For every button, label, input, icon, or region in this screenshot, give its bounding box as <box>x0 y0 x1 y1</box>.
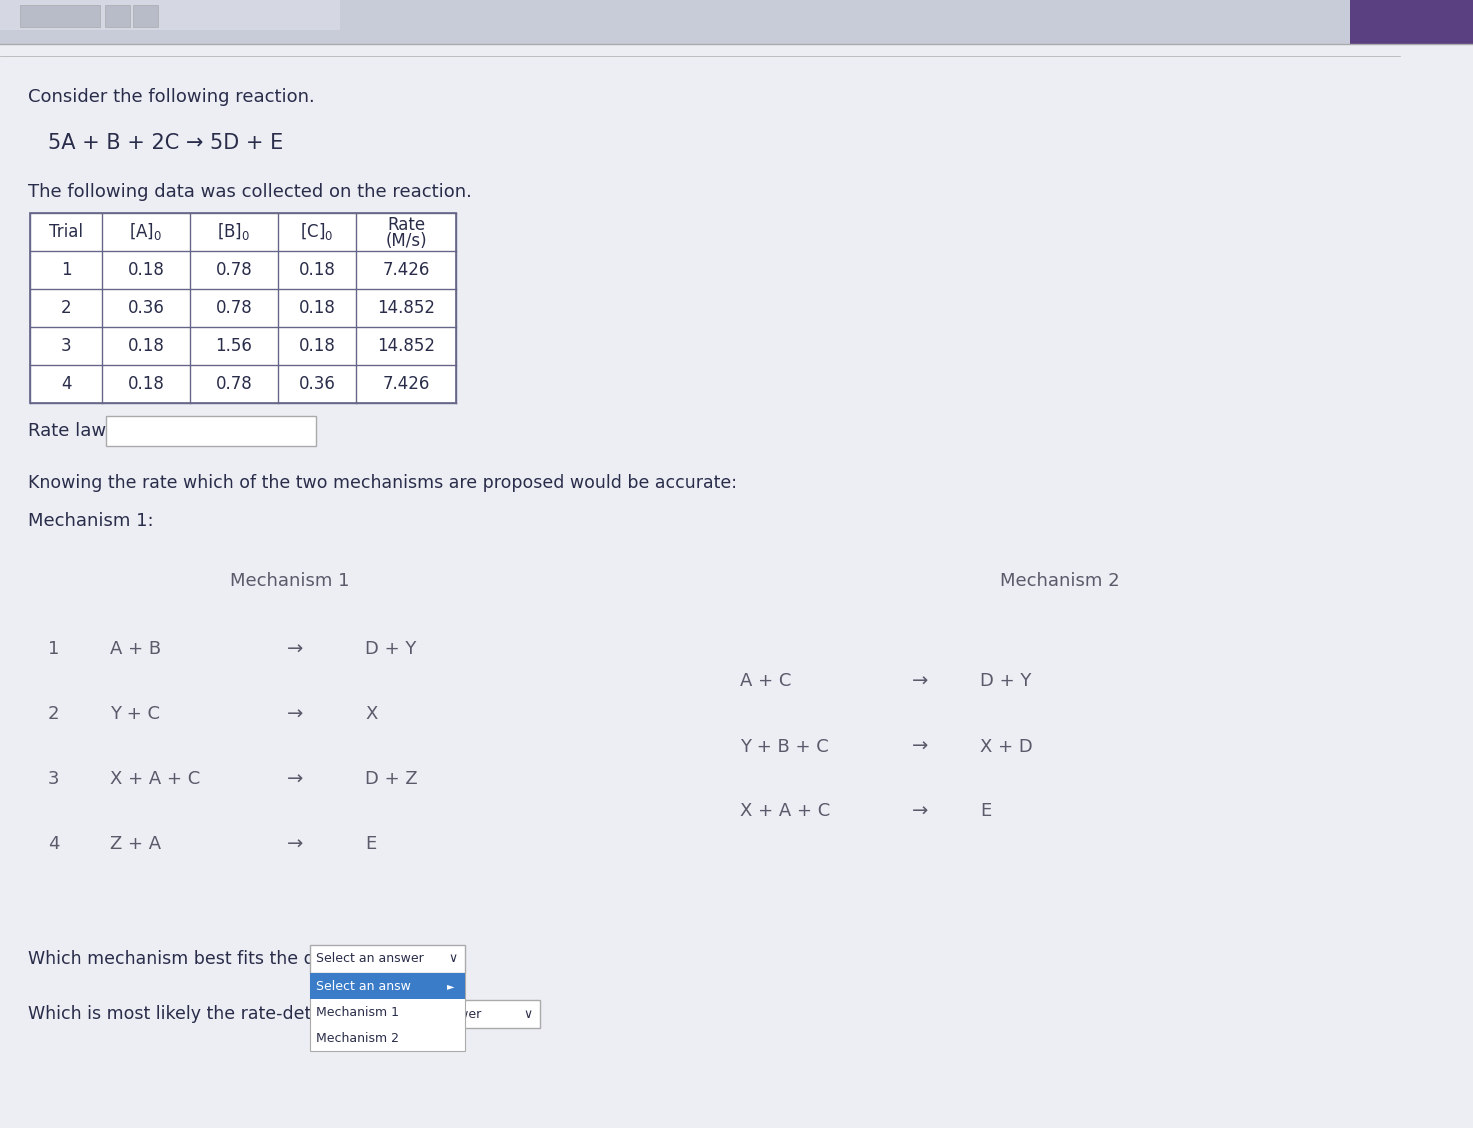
Bar <box>309 973 465 999</box>
Text: Trial: Trial <box>49 223 82 241</box>
Text: Select an answer: Select an answer <box>317 952 424 966</box>
Text: The following data was collected on the reaction.: The following data was collected on the … <box>28 183 471 201</box>
Text: Knowing the rate which of the two mechanisms are proposed would be accurate:: Knowing the rate which of the two mechan… <box>28 474 736 492</box>
Text: Mechanism 1: Mechanism 1 <box>230 572 349 590</box>
Text: X + D: X + D <box>980 738 1033 756</box>
Text: Mechanism 1:: Mechanism 1: <box>28 512 153 530</box>
Bar <box>105 5 130 27</box>
Text: Y + B + C: Y + B + C <box>739 738 829 756</box>
Text: 4: 4 <box>49 835 59 853</box>
Text: 0.18: 0.18 <box>299 337 336 355</box>
Text: 1: 1 <box>49 640 59 658</box>
Text: A + B: A + B <box>110 640 161 658</box>
Text: Mechanism 2: Mechanism 2 <box>1000 572 1119 590</box>
Text: D + Y: D + Y <box>980 672 1031 690</box>
Text: D + Z: D + Z <box>365 770 418 788</box>
Text: 3: 3 <box>49 770 59 788</box>
Text: E: E <box>980 802 991 820</box>
Text: Select an answ: Select an answ <box>317 979 411 993</box>
Text: 0.18: 0.18 <box>128 261 165 279</box>
Text: 14.852: 14.852 <box>377 299 435 317</box>
Text: Consider the following reaction.: Consider the following reaction. <box>28 88 315 106</box>
Bar <box>133 5 158 27</box>
Text: →: → <box>287 835 303 854</box>
Text: (M/s): (M/s) <box>384 232 427 250</box>
Bar <box>21 5 100 27</box>
Text: Mechanism 1: Mechanism 1 <box>317 1005 399 1019</box>
Text: 0.18: 0.18 <box>128 337 165 355</box>
Text: →: → <box>912 802 928 821</box>
Text: 0.78: 0.78 <box>215 374 252 393</box>
Text: 0.18: 0.18 <box>128 374 165 393</box>
Text: 2: 2 <box>60 299 71 317</box>
Text: 1: 1 <box>60 261 71 279</box>
Text: 1.56: 1.56 <box>215 337 252 355</box>
Bar <box>106 416 317 446</box>
Text: 3: 3 <box>60 337 71 355</box>
Text: →: → <box>287 640 303 659</box>
Text: A + C: A + C <box>739 672 791 690</box>
Text: 14.852: 14.852 <box>377 337 435 355</box>
Text: →: → <box>912 737 928 756</box>
Text: [A]$_0$: [A]$_0$ <box>130 221 162 243</box>
Text: Rate law =: Rate law = <box>28 422 127 440</box>
Text: 0.36: 0.36 <box>128 299 165 317</box>
Text: 0.18: 0.18 <box>299 299 336 317</box>
Text: 7.426: 7.426 <box>383 374 430 393</box>
Bar <box>1349 0 1473 45</box>
Text: ∨: ∨ <box>523 1007 533 1021</box>
Text: 0.78: 0.78 <box>215 261 252 279</box>
Text: →: → <box>912 672 928 691</box>
Text: ►: ► <box>448 981 455 992</box>
Bar <box>430 1001 541 1028</box>
Text: E: E <box>365 835 376 853</box>
Bar <box>0 0 340 30</box>
Text: [B]$_0$: [B]$_0$ <box>218 221 250 243</box>
Text: Y + C: Y + C <box>110 705 161 723</box>
Text: Mechanism 2: Mechanism 2 <box>317 1031 399 1045</box>
Bar <box>29 213 457 403</box>
Text: →: → <box>287 769 303 788</box>
Bar <box>309 945 465 973</box>
Text: 0.36: 0.36 <box>299 374 336 393</box>
Text: 0.78: 0.78 <box>215 299 252 317</box>
Text: 2: 2 <box>49 705 59 723</box>
Text: Z + A: Z + A <box>110 835 161 853</box>
Bar <box>0 0 1473 45</box>
Text: X: X <box>365 705 377 723</box>
Text: [C]$_0$: [C]$_0$ <box>300 221 334 243</box>
Text: D + Y: D + Y <box>365 640 417 658</box>
Text: →: → <box>287 705 303 723</box>
Text: 7.426: 7.426 <box>383 261 430 279</box>
Bar <box>309 973 465 1051</box>
Text: 0.18: 0.18 <box>299 261 336 279</box>
Text: 4: 4 <box>60 374 71 393</box>
Text: X + A + C: X + A + C <box>739 802 831 820</box>
Text: answer: answer <box>436 1007 482 1021</box>
Text: Which is most likely the rate-determin: Which is most likely the rate-determin <box>28 1005 362 1023</box>
Text: Which mechanism best fits the data?: Which mechanism best fits the data? <box>28 950 352 968</box>
Text: 5A + B + 2C → 5D + E: 5A + B + 2C → 5D + E <box>49 133 283 153</box>
Text: Rate: Rate <box>387 215 426 233</box>
Text: ∨: ∨ <box>448 952 458 966</box>
Text: X + A + C: X + A + C <box>110 770 200 788</box>
